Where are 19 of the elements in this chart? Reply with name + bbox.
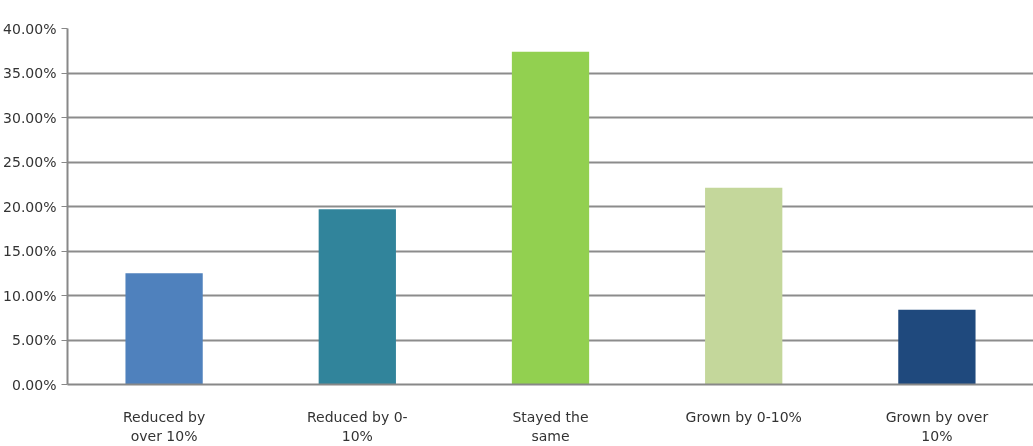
- y-tick-label: 20.00%: [3, 198, 57, 215]
- bar: [511, 51, 590, 385]
- y-tick-label: 35.00%: [3, 65, 57, 81]
- x-tick-label: Reduced by over 10%: [122, 408, 206, 444]
- y-tick-label: 10.00%: [3, 287, 57, 304]
- y-tick-label: 0.00%: [12, 376, 57, 393]
- x-tick-label: Stayed the same: [512, 408, 589, 444]
- bar: [898, 309, 976, 385]
- bar: [125, 273, 203, 385]
- y-tick-label: 5.00%: [12, 332, 57, 348]
- x-tick-label: Grown by over 10%: [885, 408, 989, 444]
- x-tick-label: Reduced by 0-10%: [306, 408, 408, 444]
- y-tick-label: 15.00%: [3, 243, 57, 259]
- bar: [705, 187, 783, 385]
- y-tick-label: 25.00%: [3, 154, 57, 170]
- y-tick-label: 30.00%: [3, 109, 57, 126]
- y-tick-label: 40.00%: [3, 20, 57, 37]
- bar: [318, 209, 396, 385]
- x-tick-label: Grown by 0-10%: [685, 408, 802, 425]
